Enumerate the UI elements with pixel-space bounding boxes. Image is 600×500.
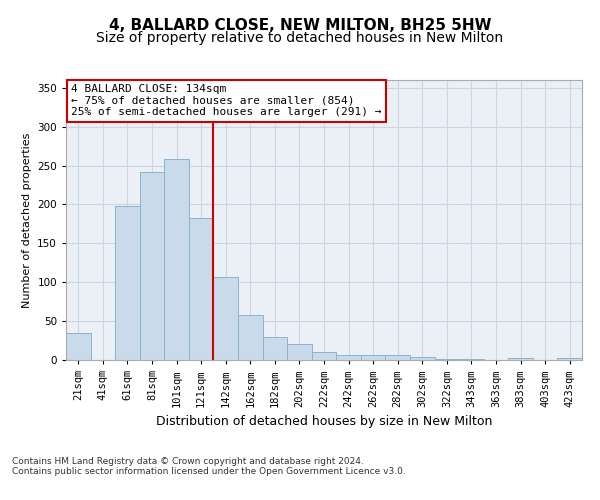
Bar [459, 359, 484, 360]
Bar [385, 356, 410, 360]
Text: 4, BALLARD CLOSE, NEW MILTON, BH25 5HW: 4, BALLARD CLOSE, NEW MILTON, BH25 5HW [109, 18, 491, 32]
Y-axis label: Number of detached properties: Number of detached properties [22, 132, 32, 308]
Text: 4 BALLARD CLOSE: 134sqm
← 75% of detached houses are smaller (854)
25% of semi-d: 4 BALLARD CLOSE: 134sqm ← 75% of detache… [71, 84, 382, 117]
Bar [508, 358, 533, 360]
Bar [140, 172, 164, 360]
Bar [164, 160, 189, 360]
Bar [287, 344, 312, 360]
Text: Contains public sector information licensed under the Open Government Licence v3: Contains public sector information licen… [12, 467, 406, 476]
Bar [410, 357, 434, 360]
Bar [336, 356, 361, 360]
Bar [189, 218, 214, 360]
Bar [214, 277, 238, 360]
Bar [557, 358, 582, 360]
X-axis label: Distribution of detached houses by size in New Milton: Distribution of detached houses by size … [156, 415, 492, 428]
Bar [361, 356, 385, 360]
Text: Contains HM Land Registry data © Crown copyright and database right 2024.: Contains HM Land Registry data © Crown c… [12, 457, 364, 466]
Text: Size of property relative to detached houses in New Milton: Size of property relative to detached ho… [97, 31, 503, 45]
Bar [66, 333, 91, 360]
Bar [434, 359, 459, 360]
Bar [115, 206, 140, 360]
Bar [263, 336, 287, 360]
Bar [312, 352, 336, 360]
Bar [238, 315, 263, 360]
